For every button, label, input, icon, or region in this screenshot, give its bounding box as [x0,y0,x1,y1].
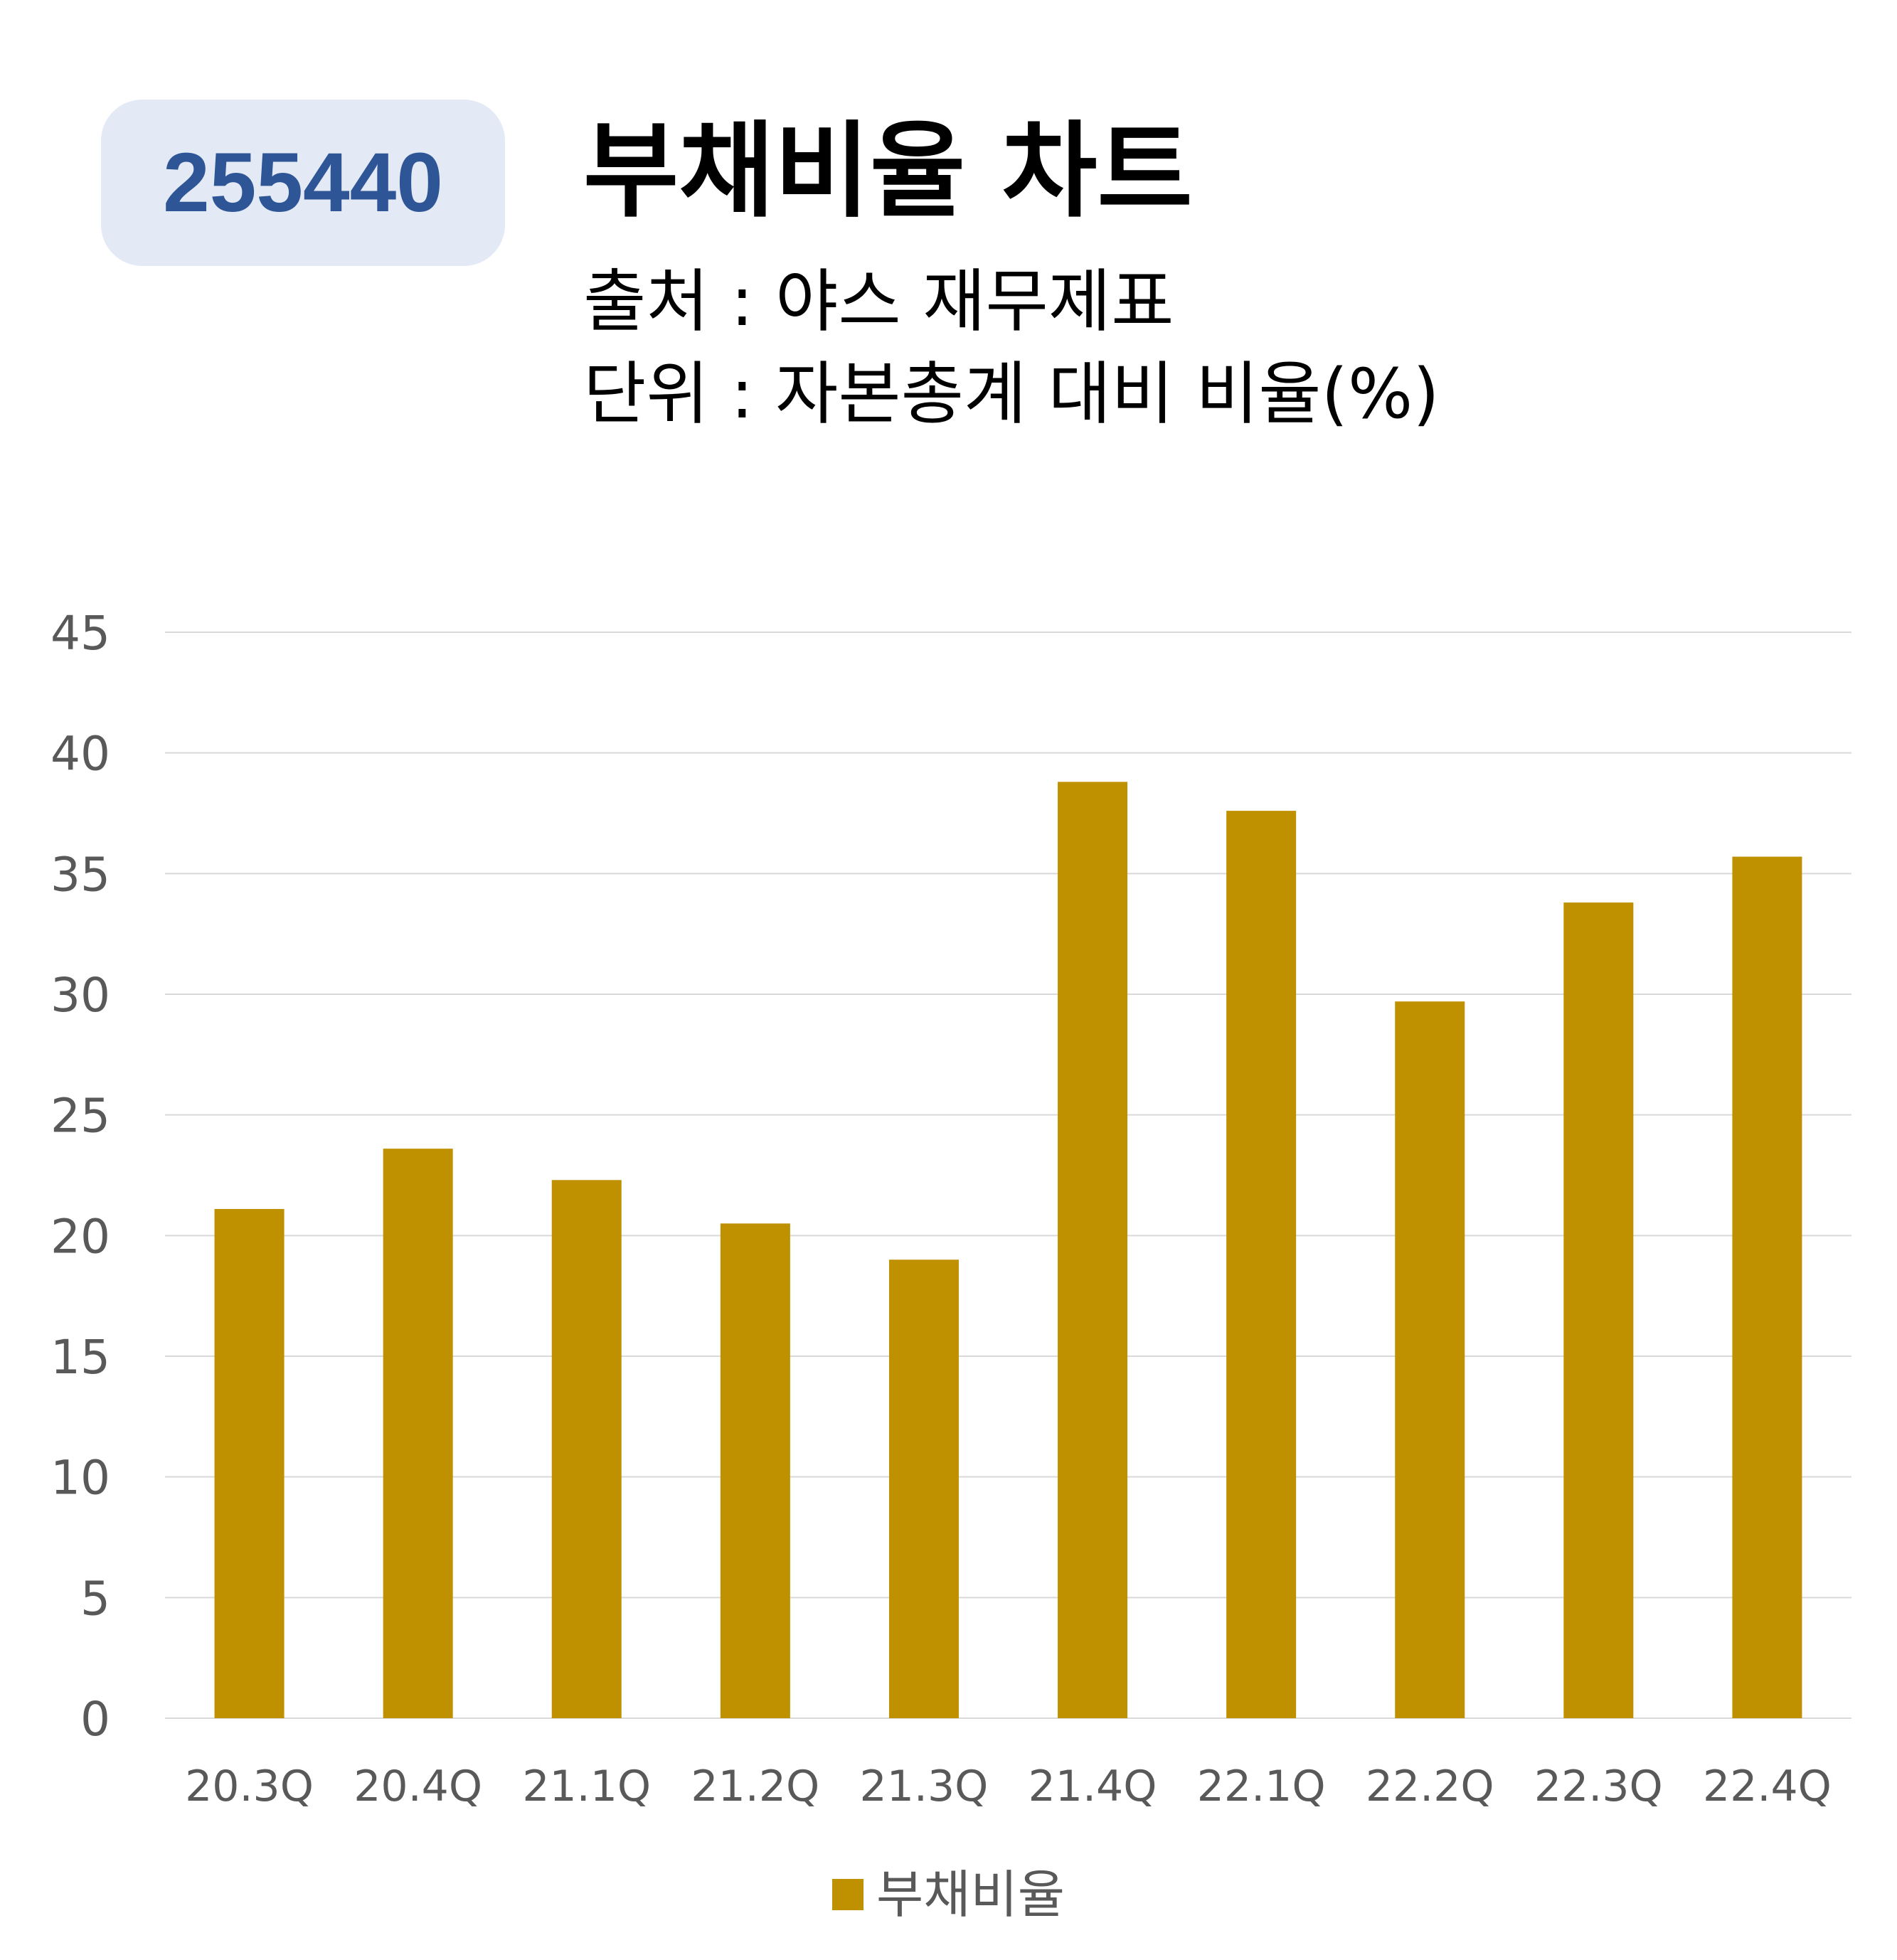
y-tick-label: 30 [51,968,110,1023]
y-tick-label: 25 [51,1089,110,1144]
y-axis-ticks: 0 5 10 15 20 25 30 35 40 45 [51,606,110,1747]
bar-20.4Q [383,1149,453,1718]
bars [214,782,1802,1718]
chart-title: 부채비율 차트 [583,111,1193,232]
x-tick-label: 21.1Q [522,1762,651,1811]
bar-22.4Q [1732,856,1802,1718]
bar-22.3Q [1563,902,1634,1718]
y-tick-label: 15 [51,1330,110,1385]
bar-21.1Q [551,1180,622,1718]
x-tick-label: 21.4Q [1029,1762,1157,1811]
y-tick-label: 45 [51,606,110,661]
y-tick-label: 0 [80,1692,110,1747]
bar-21.2Q [720,1223,790,1718]
stock-code-badge: 255440 [101,100,505,266]
legend-swatch [832,1879,864,1910]
x-tick-label: 22.4Q [1703,1762,1832,1811]
bar-21.3Q [888,1259,959,1718]
bar-21.4Q [1058,782,1128,1718]
x-tick-label: 22.3Q [1534,1762,1663,1811]
y-tick-label: 35 [51,847,110,902]
x-tick-label: 21.3Q [860,1762,989,1811]
x-axis-ticks: 20.3Q 20.4Q 21.1Q 21.2Q 21.3Q 21.4Q 22.1Q 22.2Q… [185,1762,1832,1811]
x-tick-label: 20.4Q [354,1762,482,1811]
legend: 부채비율 [0,1869,1897,1920]
y-tick-label: 40 [51,727,110,782]
y-tick-label: 5 [80,1571,110,1626]
bar-22.2Q [1395,1001,1465,1718]
x-tick-label: 20.3Q [185,1762,314,1811]
bar-22.1Q [1226,811,1297,1718]
y-tick-label: 20 [51,1209,110,1264]
bar-20.3Q [214,1209,285,1718]
x-tick-label: 21.2Q [691,1762,819,1811]
chart-source: 출처 : 야스 재무제표 [583,262,1174,341]
chart-unit: 단위 : 자본총계 대비 비율(%) [583,354,1440,434]
x-tick-label: 22.2Q [1366,1762,1494,1811]
legend-label: 부채비율 [876,1865,1065,1924]
y-tick-label: 10 [51,1451,110,1506]
x-tick-label: 22.1Q [1197,1762,1326,1811]
